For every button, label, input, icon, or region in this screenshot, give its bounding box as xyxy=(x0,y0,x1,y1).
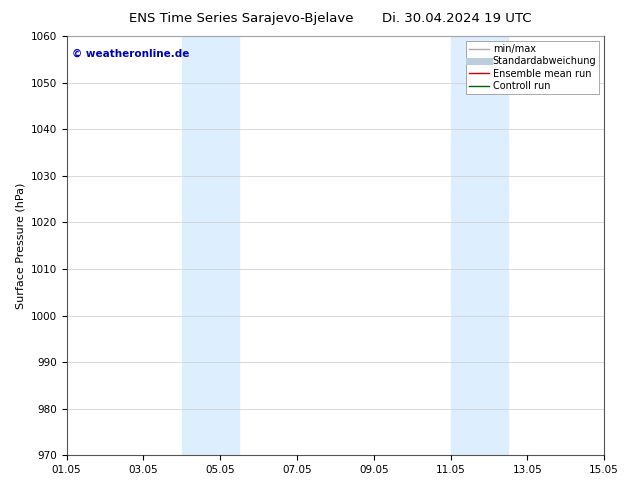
Y-axis label: Surface Pressure (hPa): Surface Pressure (hPa) xyxy=(15,183,25,309)
Text: ENS Time Series Sarajevo-Bjelave: ENS Time Series Sarajevo-Bjelave xyxy=(129,12,353,25)
Legend: min/max, Standardabweichung, Ensemble mean run, Controll run: min/max, Standardabweichung, Ensemble me… xyxy=(467,41,599,94)
Text: © weatheronline.de: © weatheronline.de xyxy=(72,49,190,59)
Bar xyxy=(182,36,239,455)
Bar xyxy=(451,36,508,455)
Text: Di. 30.04.2024 19 UTC: Di. 30.04.2024 19 UTC xyxy=(382,12,531,25)
